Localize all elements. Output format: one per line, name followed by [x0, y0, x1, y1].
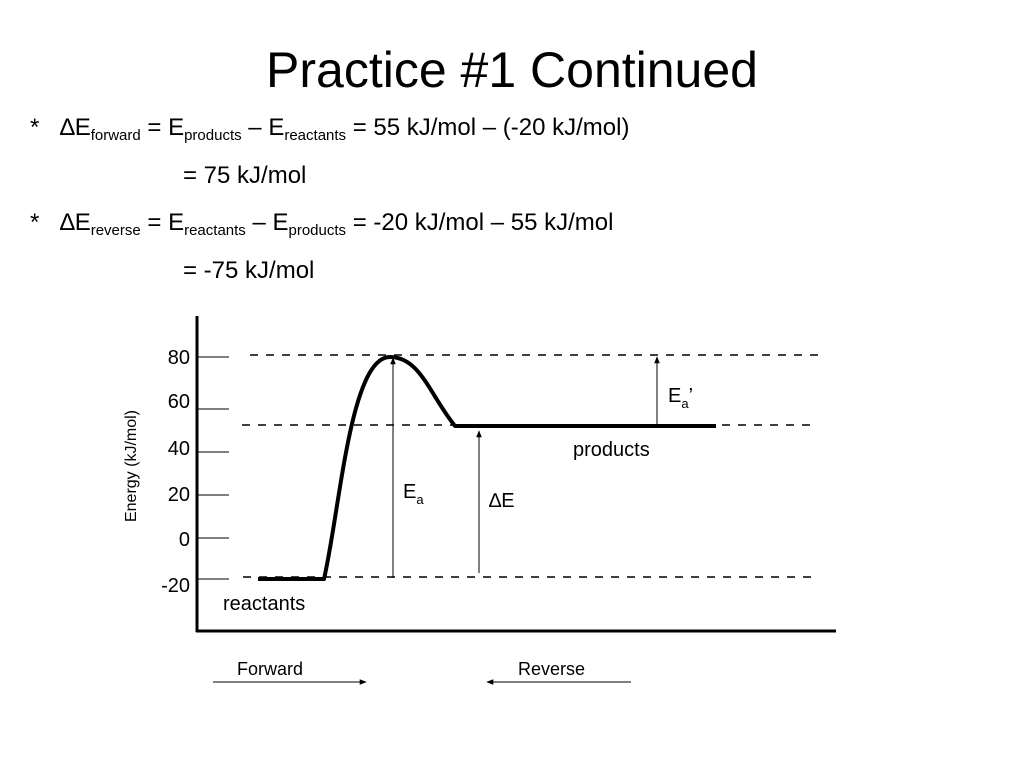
bullet: *	[30, 114, 40, 141]
delta-e-label: ∆E	[489, 490, 515, 512]
tick-label: 80	[168, 347, 190, 369]
delta-symbol: ∆	[60, 114, 75, 141]
tick-label: 40	[168, 438, 190, 460]
reverse-label: Reverse	[518, 659, 585, 679]
y-axis-label: Energy (kJ/mol)	[123, 410, 140, 522]
forward-equation: * ∆Eforward = Eproducts – Ereactants = 55…	[30, 114, 630, 144]
ea-label: Ea	[403, 481, 424, 507]
forward-label: Forward	[237, 659, 303, 679]
reactants-label: reactants	[223, 593, 305, 615]
reverse-equation: * ∆Ereverse = Ereactants – Eproducts = -2…	[30, 209, 614, 239]
tick-label: 20	[168, 484, 190, 506]
delta-symbol: ∆	[60, 209, 75, 236]
reverse-result: = -75 kJ/mol	[183, 257, 315, 284]
products-label: products	[573, 439, 650, 461]
page-title: Practice #1 Continued	[266, 42, 758, 98]
tick-label: 60	[168, 391, 190, 413]
y-ticks: 80 60 40 20 0 -20	[161, 347, 229, 597]
bullet: *	[30, 209, 40, 236]
ea-prime-label: Ea’	[668, 385, 693, 411]
reaction-energy-curve	[258, 355, 716, 581]
tick-label: 0	[179, 529, 190, 551]
forward-result: = 75 kJ/mol	[183, 162, 307, 189]
tick-label: -20	[161, 575, 190, 597]
